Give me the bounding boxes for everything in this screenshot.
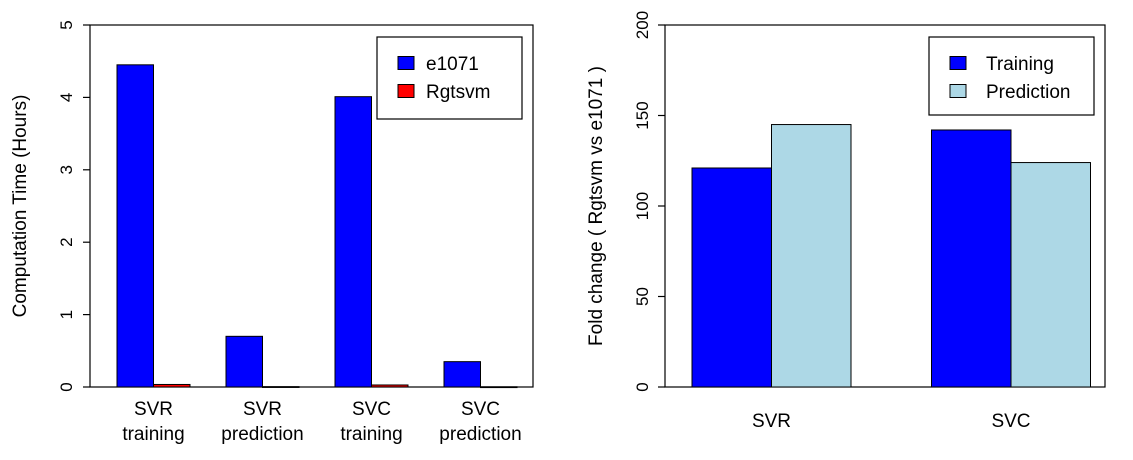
x-category-label: training (122, 424, 184, 445)
legend-label: e1071 (426, 54, 479, 75)
x-category-label: SVR (243, 399, 282, 420)
y-tick-label: 1 (57, 310, 76, 319)
y-tick-label: 200 (633, 11, 652, 39)
bar (443, 361, 481, 388)
bar (771, 124, 852, 388)
legend-label: Prediction (986, 82, 1071, 103)
bar (116, 64, 154, 388)
plot-frame (89, 24, 534, 388)
y-tick-label: 150 (633, 101, 652, 129)
bar (480, 386, 518, 389)
bar (225, 335, 263, 388)
legend-swatch (397, 56, 415, 70)
bar (153, 383, 191, 388)
bar (334, 96, 372, 388)
y-tick-label: 0 (633, 382, 652, 391)
y-axis-label: Fold change ( Rgtsvm vs e1071 ) (586, 66, 607, 346)
x-category-label: SVC (461, 399, 500, 420)
legend-box (928, 36, 1095, 116)
x-category-label: SVC (991, 411, 1030, 432)
bar (371, 384, 409, 388)
legend-label: Training (986, 54, 1054, 75)
y-tick-label: 5 (57, 20, 76, 29)
bar (262, 386, 300, 388)
y-tick-label: 2 (57, 237, 76, 246)
y-axis-label: Computation Time (Hours) (10, 95, 31, 318)
y-tick-label: 4 (57, 93, 76, 102)
legend-label: Rgtsvm (426, 82, 490, 103)
x-category-label: prediction (221, 424, 303, 445)
x-category-label: SVR (134, 399, 173, 420)
legend-swatch (397, 84, 415, 98)
y-tick-label: 0 (57, 382, 76, 391)
chart-left-computation-time: 0 1 2 3 4 5 Computation Time (Hours) SVR trainin… (10, 20, 534, 445)
bar (1010, 162, 1091, 388)
legend-swatch (949, 56, 967, 70)
bar (931, 129, 1012, 388)
x-category-label: SVC (352, 399, 391, 420)
x-category-label: SVR (752, 411, 791, 432)
y-tick-label: 3 (57, 165, 76, 174)
chart-right-fold-change: 0 50 100 150 200 Fold change ( Rgtsvm vs e107… (586, 11, 1106, 432)
x-category-label: training (340, 424, 402, 445)
legend-box (376, 36, 523, 120)
y-tick-label: 50 (633, 287, 652, 306)
x-category-label: prediction (439, 424, 521, 445)
bar (691, 167, 772, 388)
y-tick-label: 100 (633, 192, 652, 220)
legend-swatch (949, 84, 967, 98)
